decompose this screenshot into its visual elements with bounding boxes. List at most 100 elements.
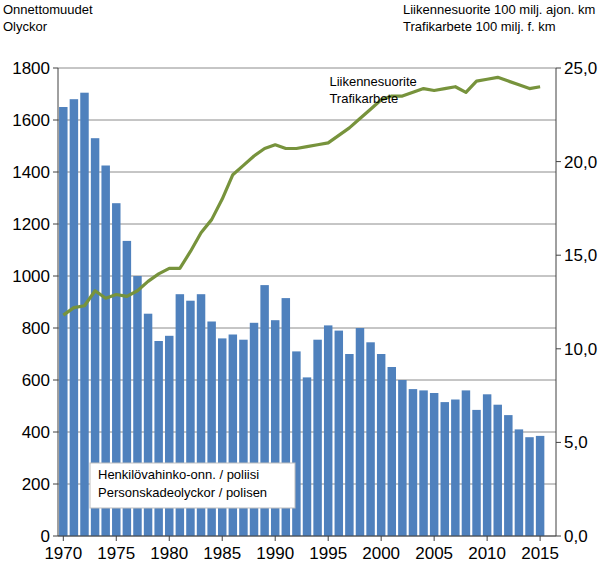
bar xyxy=(462,390,470,536)
bar xyxy=(483,394,491,536)
y-tick xyxy=(53,484,58,485)
grid-line xyxy=(58,328,556,329)
bar xyxy=(366,342,374,536)
grid-line xyxy=(58,68,556,69)
y-tick xyxy=(53,68,58,69)
grid-line xyxy=(58,172,556,173)
bar xyxy=(70,99,78,536)
y-tick-label: 1000 xyxy=(12,267,50,286)
y-tick-label: 1800 xyxy=(12,59,50,78)
x-tick-label: 2000 xyxy=(362,544,400,563)
y-axis-line xyxy=(58,68,59,536)
y-axis-title: Onnettomuudet Olyckor xyxy=(3,2,93,34)
y-tick-label: 1200 xyxy=(12,215,50,234)
bar xyxy=(324,325,332,536)
y-tick xyxy=(53,276,58,277)
bar xyxy=(430,393,438,536)
x-axis-line xyxy=(58,536,556,537)
y2-axis-title: Liikennesuorite 100 milj. ajon. kmTrafik… xyxy=(403,2,595,34)
bar xyxy=(377,354,385,536)
x-tick-label: 1980 xyxy=(150,544,188,563)
legend: Henkilövahinko-onn. / poliisi Personskade… xyxy=(90,463,295,508)
y-axis-title-line: Olyckor xyxy=(3,19,48,34)
y-tick xyxy=(53,380,58,381)
x-tick xyxy=(381,536,382,541)
legend-label-line: Personskadeolyckor / polisen xyxy=(98,485,267,500)
x-tick-label: 1970 xyxy=(44,544,82,563)
grid-line xyxy=(58,276,556,277)
bar xyxy=(472,410,480,536)
y2-tick xyxy=(556,348,561,349)
x-tick xyxy=(222,536,223,541)
y2-tick-label: 20,0 xyxy=(564,153,597,172)
bar xyxy=(451,400,459,537)
y2-tick-label: 10,0 xyxy=(564,340,597,359)
bar xyxy=(493,405,501,536)
bar xyxy=(388,367,396,536)
bar xyxy=(345,354,353,536)
y-axis-title-line: Onnettomuudet xyxy=(3,2,93,17)
grid-line xyxy=(58,536,556,537)
legend-box xyxy=(90,463,295,508)
marks xyxy=(59,77,544,536)
y-tick xyxy=(53,432,58,433)
line-label: Liikennesuorite Trafikarbete xyxy=(329,74,416,106)
y-tick-label: 1400 xyxy=(12,163,50,182)
y-tick xyxy=(53,328,58,329)
bar xyxy=(441,402,449,536)
y-tick xyxy=(53,536,58,537)
bar xyxy=(313,340,321,536)
y2-tick-label: 5,0 xyxy=(564,433,588,452)
grid-line xyxy=(58,224,556,225)
bar xyxy=(504,415,512,536)
x-tick-label: 1975 xyxy=(97,544,135,563)
x-tick-label: 2015 xyxy=(521,544,559,563)
y-tick xyxy=(53,172,58,173)
x-tick xyxy=(487,536,488,541)
bar xyxy=(398,380,406,536)
bar xyxy=(515,429,523,536)
line-label-line: Trafikarbete xyxy=(329,91,398,106)
bar xyxy=(80,93,88,536)
grid xyxy=(58,68,556,536)
x-tick xyxy=(116,536,117,541)
y2-tick-label: 15,0 xyxy=(564,246,597,265)
x-tick-label: 1985 xyxy=(203,544,241,563)
y2-axis-line xyxy=(556,68,557,536)
bar xyxy=(419,390,427,536)
x-tick-label: 1995 xyxy=(309,544,347,563)
legend-label: Henkilövahinko-onn. / poliisi Personskade… xyxy=(98,467,267,500)
line-label-line: Liikennesuorite xyxy=(329,74,416,89)
y2-tick-label: 0,0 xyxy=(564,527,588,546)
y2-tick xyxy=(556,442,561,443)
x-tick xyxy=(434,536,435,541)
bar xyxy=(356,328,364,536)
y2-tick xyxy=(556,536,561,537)
y2-tick xyxy=(556,68,561,69)
x-tick xyxy=(328,536,329,541)
y-tick xyxy=(53,120,58,121)
bar xyxy=(335,331,343,536)
bar xyxy=(59,107,67,536)
legend-label-line: Henkilövahinko-onn. / poliisi xyxy=(98,467,259,482)
y-tick-label: 800 xyxy=(22,319,50,338)
bar xyxy=(303,377,311,536)
x-tick xyxy=(63,536,64,541)
y-tick-label: 1600 xyxy=(12,111,50,130)
y2-tick xyxy=(556,161,561,162)
y-tick-label: 600 xyxy=(22,371,50,390)
x-tick-label: 1990 xyxy=(256,544,294,563)
x-tick xyxy=(275,536,276,541)
y-tick-label: 200 xyxy=(22,475,50,494)
x-tick xyxy=(540,536,541,541)
y-tick-label: 400 xyxy=(22,423,50,442)
grid-line xyxy=(58,120,556,121)
chart: 0200400600800100012001400160018000,05,01… xyxy=(0,0,606,573)
bar xyxy=(536,436,544,536)
y2-axis-title-line: Liikennesuorite 100 milj. ajon. km xyxy=(403,2,595,17)
y2-tick-label: 25,0 xyxy=(564,59,597,78)
x-tick-label: 2010 xyxy=(468,544,506,563)
x-tick-label: 2005 xyxy=(415,544,453,563)
y-tick xyxy=(53,224,58,225)
y2-tick xyxy=(556,255,561,256)
